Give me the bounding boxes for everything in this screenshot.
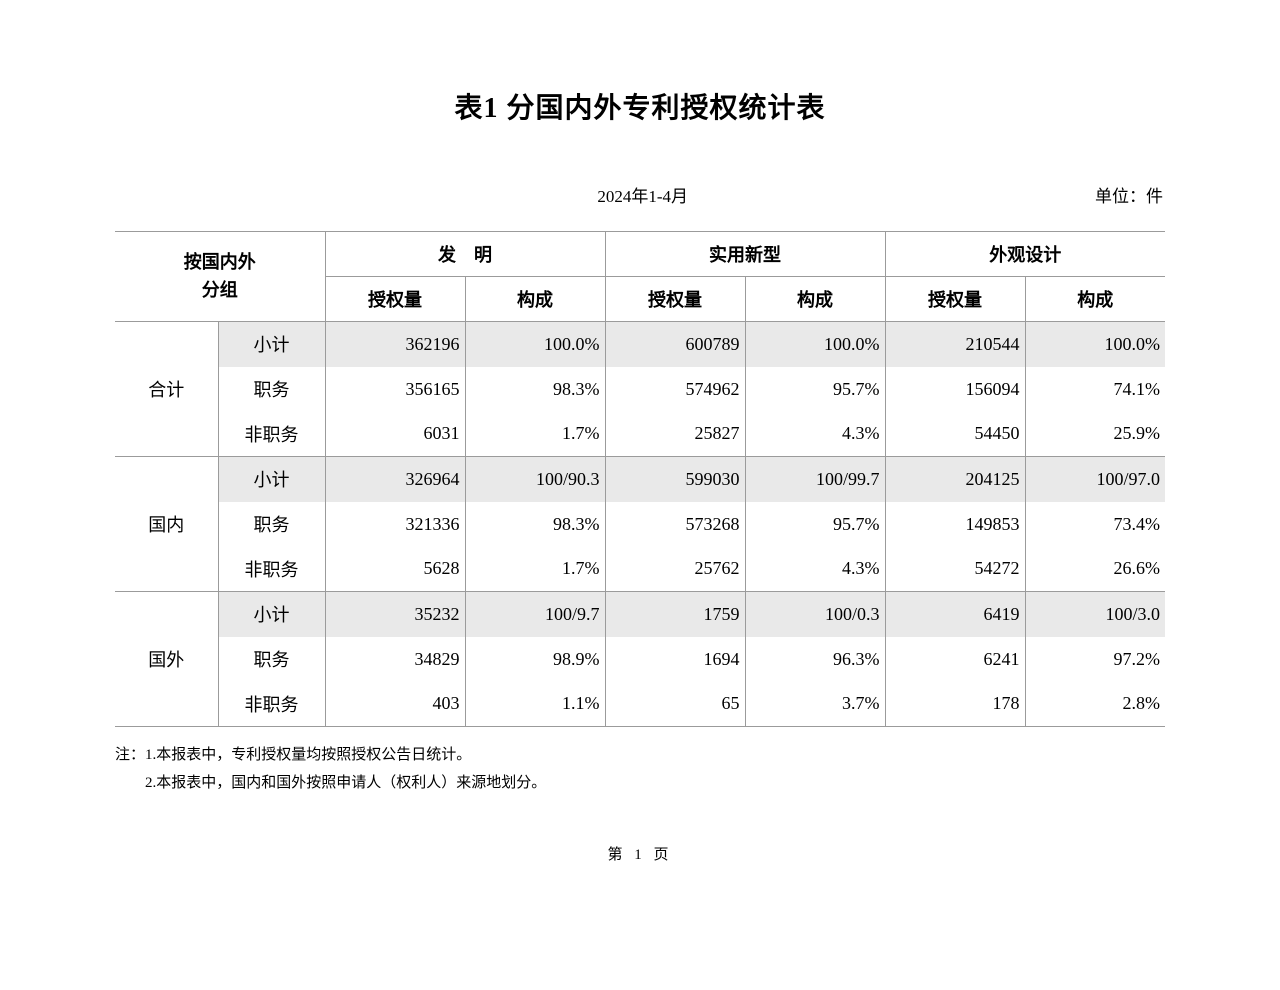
data-cell: 98.3% xyxy=(464,366,606,412)
data-cell: 149853 xyxy=(884,501,1026,547)
data-cell: 1.7% xyxy=(464,546,606,592)
table-row: 非职务 403 1.1% 65 3.7% 178 2.8% xyxy=(115,681,1165,727)
data-cell: 6241 xyxy=(884,636,1026,682)
unit-label: 单位：件 xyxy=(1095,187,1163,206)
data-cell: 95.7% xyxy=(744,501,886,547)
data-cell: 362196 xyxy=(324,321,466,367)
data-cell: 100.0% xyxy=(744,321,886,367)
col-group-design: 外观设计 xyxy=(884,231,1165,277)
row-label: 非职务 xyxy=(218,411,326,457)
page-title: 表1 分国内外专利授权统计表 xyxy=(454,93,826,124)
subheader-grant-count: 授权量 xyxy=(325,276,466,322)
row-label: 小计 xyxy=(217,321,326,367)
data-cell: 403 xyxy=(324,681,466,727)
table-row: 合计 小计 362196 100.0% 600789 100.0% 210544 100.0% xyxy=(115,321,1165,457)
table-row: 职务 356165 98.3% 574962 95.7% 156094 74.1% xyxy=(115,366,1165,412)
group-label: 合计 xyxy=(115,321,219,457)
data-cell: 204125 xyxy=(884,456,1026,502)
data-cell: 25.9% xyxy=(1024,411,1165,457)
subheader-composition: 构成 xyxy=(1024,276,1165,322)
data-cell: 100/0.3 xyxy=(744,591,886,637)
group-column-header-line1: 按国内外 xyxy=(183,251,256,272)
data-cell: 5628 xyxy=(324,546,466,592)
note-prefix: 注： xyxy=(115,747,146,763)
data-cell: 599030 xyxy=(604,456,746,502)
subheader-composition: 构成 xyxy=(464,276,606,322)
data-cell: 96.3% xyxy=(744,636,886,682)
data-cell: 100.0% xyxy=(1024,321,1165,367)
data-cell: 25762 xyxy=(604,546,746,592)
subheader-composition: 构成 xyxy=(744,276,886,322)
data-cell: 356165 xyxy=(324,366,466,412)
data-cell: 100/97.0 xyxy=(1024,456,1165,502)
note-line-1: 注：1.本报表中，专利授权量均按照授权公告日统计。 xyxy=(115,741,1165,769)
data-cell: 74.1% xyxy=(1024,366,1165,412)
data-cell: 600789 xyxy=(604,321,746,367)
data-cell: 573268 xyxy=(604,501,746,547)
data-cell: 4.3% xyxy=(744,546,886,592)
table-row: 职务 321336 98.3% 573268 95.7% 149853 73.4% xyxy=(115,501,1165,547)
data-cell: 98.9% xyxy=(464,636,606,682)
row-label: 小计 xyxy=(217,591,326,637)
data-cell: 326964 xyxy=(324,456,466,502)
group-column-header: 按国内外 分组 xyxy=(115,231,326,322)
data-cell: 574962 xyxy=(604,366,746,412)
patent-statistics-table: 按国内外 分组 发 明 实用新型 外观设计 授权量 构成 授权量 构成 授权量 … xyxy=(115,231,1165,727)
data-cell: 1759 xyxy=(604,591,746,637)
row-label: 非职务 xyxy=(218,681,326,727)
data-cell: 178 xyxy=(884,681,1026,727)
data-cell: 35232 xyxy=(324,591,466,637)
data-cell: 54272 xyxy=(884,546,1026,592)
data-cell: 2.8% xyxy=(1024,681,1165,727)
data-cell: 98.3% xyxy=(464,501,606,547)
data-cell: 65 xyxy=(604,681,746,727)
report-period: 2024年1-4月 xyxy=(597,187,689,206)
data-cell: 95.7% xyxy=(744,366,886,412)
data-cell: 73.4% xyxy=(1024,501,1165,547)
data-cell: 6419 xyxy=(884,591,1026,637)
table-row: 国外 小计 35232 100/9.7 1759 100/0.3 6419 100/3.0 xyxy=(115,591,1165,727)
note-line-2: 2.本报表中，国内和国外按照申请人（权利人）来源地划分。 xyxy=(145,775,547,791)
row-label: 职务 xyxy=(218,366,326,412)
data-cell: 1.7% xyxy=(464,411,606,457)
notes: 注：1.本报表中，专利授权量均按照授权公告日统计。 2.本报表中，国内和国外按照… xyxy=(115,741,1165,797)
table-row: 非职务 5628 1.7% 25762 4.3% 54272 26.6% xyxy=(115,546,1165,592)
data-cell: 54450 xyxy=(884,411,1026,457)
data-cell: 100/99.7 xyxy=(744,456,886,502)
subheader-grant-count: 授权量 xyxy=(604,276,746,322)
row-label: 小计 xyxy=(217,456,326,502)
table-row: 职务 34829 98.9% 1694 96.3% 6241 97.2% xyxy=(115,636,1165,682)
row-label: 非职务 xyxy=(218,546,326,592)
data-cell: 210544 xyxy=(884,321,1026,367)
data-cell: 97.2% xyxy=(1024,636,1165,682)
table-row: 非职务 6031 1.7% 25827 4.3% 54450 25.9% xyxy=(115,411,1165,457)
data-cell: 100/3.0 xyxy=(1024,591,1165,637)
col-group-invention: 发 明 xyxy=(324,231,606,277)
subheader-grant-count: 授权量 xyxy=(884,276,1026,322)
data-cell: 3.7% xyxy=(744,681,886,727)
data-cell: 100/9.7 xyxy=(464,591,606,637)
data-cell: 156094 xyxy=(884,366,1026,412)
data-cell: 1694 xyxy=(604,636,746,682)
data-cell: 4.3% xyxy=(744,411,886,457)
group-column-header-line2: 分组 xyxy=(201,279,238,300)
group-label: 国内 xyxy=(115,456,219,592)
data-cell: 100.0% xyxy=(464,321,606,367)
data-cell: 25827 xyxy=(604,411,746,457)
note-text: 1.本报表中，专利授权量均按照授权公告日统计。 xyxy=(145,747,472,763)
col-group-utility-model: 实用新型 xyxy=(604,231,886,277)
data-cell: 26.6% xyxy=(1024,546,1165,592)
row-label: 职务 xyxy=(218,501,326,547)
data-cell: 1.1% xyxy=(464,681,606,727)
meta-row: 2024年1-4月 单位：件 xyxy=(115,182,1165,206)
page-number: 第 1 页 xyxy=(607,847,673,863)
data-cell: 6031 xyxy=(324,411,466,457)
data-cell: 100/90.3 xyxy=(464,456,606,502)
data-cell: 321336 xyxy=(324,501,466,547)
group-label: 国外 xyxy=(115,591,219,727)
table-row: 国内 小计 326964 100/90.3 599030 100/99.7 204125 10… xyxy=(115,456,1165,592)
row-label: 职务 xyxy=(218,636,326,682)
data-cell: 34829 xyxy=(324,636,466,682)
